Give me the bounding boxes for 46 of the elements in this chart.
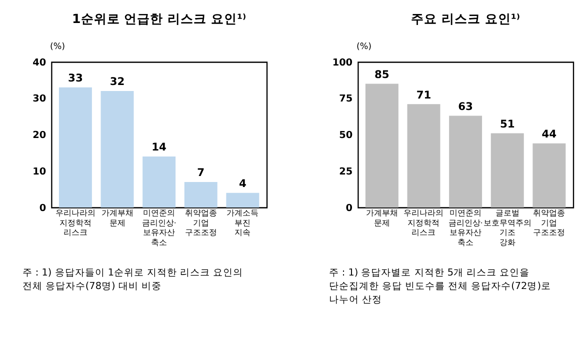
x-tick-label: 우리나라의 지정학적 리스크 <box>404 208 444 238</box>
y-tick-label: 0 <box>346 202 353 214</box>
data-label: 63 <box>458 100 473 113</box>
data-label: 7 <box>197 166 205 180</box>
x-tick-label: 가계부채 문제 <box>366 208 398 228</box>
y-tick-label: 10 <box>32 166 46 178</box>
chart-title: 1순위로 언급한 리스크 요인¹⁾ <box>72 11 246 26</box>
x-tick-label: 미연준의 금리인상·보유자산 축소 <box>448 208 483 247</box>
bar <box>58 87 92 208</box>
data-label: 71 <box>416 88 432 102</box>
y-tick-label: 0 <box>39 202 46 214</box>
data-label: 33 <box>68 72 83 85</box>
x-tick-label: 우리나라의 지정학적 리스크 <box>55 208 96 238</box>
data-label: 32 <box>110 75 125 88</box>
bar <box>365 84 398 208</box>
bar <box>142 156 176 208</box>
bar <box>490 133 524 208</box>
data-label: 14 <box>152 140 166 154</box>
y-tick-label: 20 <box>32 130 46 142</box>
x-tick-label: 취약업종 기업 구조조정 <box>533 208 566 238</box>
bar <box>407 104 440 208</box>
y-tick-label: 75 <box>339 94 353 105</box>
chart-title: 주요 리스크 요인¹⁾ <box>411 11 520 26</box>
bar <box>532 143 566 208</box>
data-label: 4 <box>238 177 246 190</box>
y-tick-label: 25 <box>339 166 353 178</box>
x-tick-label: 글로벌 보호무역주의 기조 강화 <box>483 208 532 247</box>
bar <box>184 182 218 208</box>
data-label: 44 <box>542 128 557 141</box>
bar <box>100 91 134 208</box>
x-tick-label: 미연준의 금리인상·보유자산 축소 <box>142 208 176 247</box>
bar <box>226 192 260 208</box>
data-label: 51 <box>500 117 515 130</box>
y-tick-label: 30 <box>32 94 46 105</box>
bar <box>449 116 482 208</box>
y-tick-label: 100 <box>332 57 353 68</box>
x-tick-label: 가계소득 부진 지속 <box>226 208 259 238</box>
y-tick-label: 50 <box>339 130 353 142</box>
y-axis-title: (%) <box>50 42 66 52</box>
text: 주 : 1) 응답자별로 지적한 5개 리스크 요인을 단순집계한 응답 빈도수를 전체 응답자수(72명)로 나누어 산정 <box>328 267 552 306</box>
x-tick-label: 가계부채 문제 <box>101 208 134 228</box>
y-tick-label: 40 <box>32 57 46 68</box>
data-label: 85 <box>374 68 390 81</box>
x-tick-label: 취약업종 기업 구조조정 <box>184 208 217 238</box>
y-axis-title: (%) <box>356 42 372 52</box>
text: 주 : 1) 응답자들이 1순위로 지적한 리스크 요인의 전체 응답자수(78명) 대비 비중 <box>22 267 244 292</box>
